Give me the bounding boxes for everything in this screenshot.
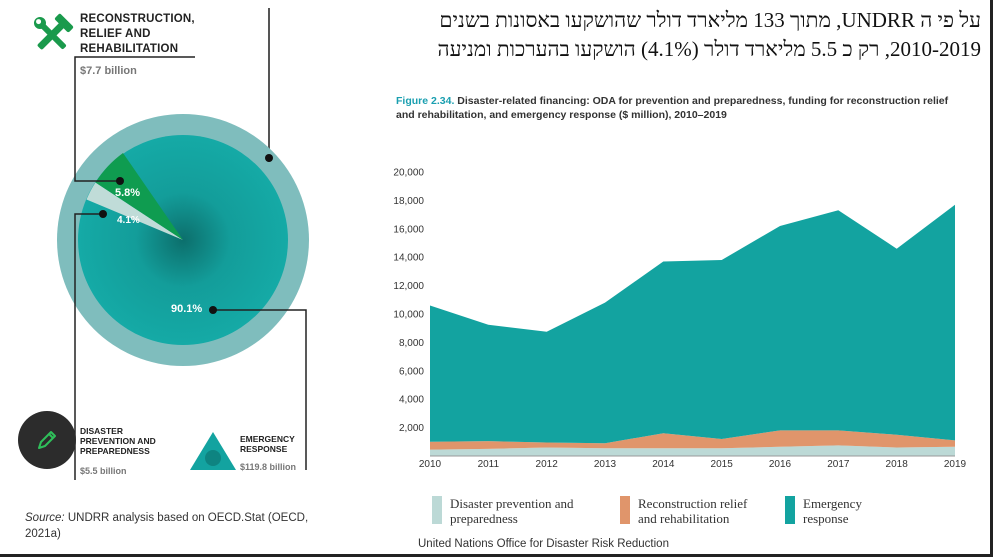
y-tick-label: 8,000 xyxy=(399,338,424,349)
prevention-leader xyxy=(74,213,103,480)
emergency-amount: $119.8 billion xyxy=(240,462,297,472)
divider-line xyxy=(268,8,270,162)
area-chart: 20,000 18,000 16,000 14,000 12,000 10,000 8,00… xyxy=(393,168,967,471)
y-tick-label: 18,000 xyxy=(393,196,424,207)
legend-label: Disaster prevention and preparedness xyxy=(450,496,574,526)
x-tick-label: 2019 xyxy=(944,459,967,470)
reconstruction-pct: 5.8% xyxy=(115,187,141,199)
reconstruction-leader xyxy=(74,56,195,182)
hebrew-line-2: 2010-2019, רק כ 5.5 מליארד דולר (4.1%) ה… xyxy=(437,37,981,61)
reconstruction-title: RECONSTRUCTION, RELIEF AND REHABILITATIO… xyxy=(80,13,195,55)
x-tick-label: 2015 xyxy=(711,459,734,470)
y-tick-label: 4,000 xyxy=(399,395,424,406)
figure-caption-text: Disaster-related financing: ODA for prev… xyxy=(396,95,949,121)
area-series-0 xyxy=(430,445,955,456)
legend-swatch xyxy=(620,496,630,524)
x-tick-label: 2018 xyxy=(886,459,909,470)
emergency-pct: 90.1% xyxy=(171,303,203,315)
source-note: Source: UNDRR analysis based on OECD.Sta… xyxy=(25,510,325,542)
x-tick-label: 2016 xyxy=(769,459,792,470)
legend-label: Emergency response xyxy=(803,496,862,526)
edit-button[interactable] xyxy=(18,411,76,469)
emergency-title: EMERGENCY RESPONSE xyxy=(240,434,295,454)
infographic-graphic xyxy=(33,13,309,480)
y-tick-label: 12,000 xyxy=(393,281,424,292)
legend-swatch xyxy=(785,496,795,524)
legend-item: Reconstruction relief and rehabilitation xyxy=(620,496,747,526)
source-text: UNDRR analysis based on OECD.Stat (OECD,… xyxy=(25,512,309,540)
area-series-2 xyxy=(430,204,955,444)
prevention-title: DISASTER PREVENTION AND PREPAREDNESS xyxy=(80,426,156,456)
emergency-leader xyxy=(213,309,307,470)
legend-label: Reconstruction relief and rehabilitation xyxy=(638,496,748,526)
x-tick-label: 2012 xyxy=(536,459,559,470)
frame-right-border xyxy=(990,0,993,557)
frame-bottom-border xyxy=(0,554,993,557)
y-tick-label: 2,000 xyxy=(399,423,424,434)
reconstruction-amount: $7.7 billion xyxy=(80,65,137,77)
x-tick-label: 2017 xyxy=(827,459,850,470)
legend-item: Disaster prevention and preparedness xyxy=(432,496,573,526)
figure-number: Figure 2.34. xyxy=(396,95,455,107)
y-tick-label: 20,000 xyxy=(393,168,424,179)
legend-item: Emergency response xyxy=(785,496,862,526)
area-series-1 xyxy=(430,430,955,450)
source-label: Source: xyxy=(25,512,65,524)
figure-caption: Figure 2.34. Disaster-related financing:… xyxy=(396,94,956,122)
legend-swatch xyxy=(432,496,442,524)
x-tick-label: 2010 xyxy=(419,459,442,470)
x-tick-label: 2013 xyxy=(594,459,617,470)
x-tick-label: 2011 xyxy=(478,459,500,470)
hebrew-heading: על פי ה UNDRR, מתוך 133 מליארד דולר שהוש… xyxy=(271,6,981,64)
y-tick-label: 16,000 xyxy=(393,224,424,235)
prevention-amount: $5.5 billion xyxy=(80,466,127,476)
y-tick-label: 6,000 xyxy=(399,366,424,377)
y-tick-label: 14,000 xyxy=(393,253,424,264)
prevention-pct: 4.1% xyxy=(117,215,140,226)
reconstruction-slice xyxy=(95,153,183,240)
y-tick-label: 10,000 xyxy=(393,310,424,321)
pencil-icon xyxy=(38,431,56,449)
prevention-slice xyxy=(86,182,183,240)
x-tick-label: 2014 xyxy=(652,459,675,470)
footer-text: United Nations Office for Disaster Risk … xyxy=(418,538,669,550)
hebrew-line-1: על פי ה UNDRR, מתוך 133 מליארד דולר שהוש… xyxy=(439,8,981,32)
